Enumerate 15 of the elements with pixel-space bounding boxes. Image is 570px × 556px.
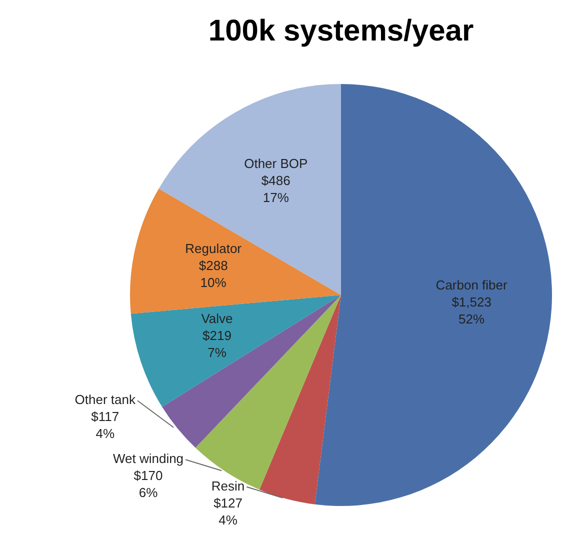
data-label: $219 7% (202, 328, 232, 360)
data-label: $486 17% (261, 173, 290, 206)
slice-label: Wet winding (112, 451, 184, 466)
data-label: $288 10% (198, 258, 228, 290)
data-label: $117 4% (91, 409, 120, 442)
data-label: $127 4% (214, 495, 242, 528)
slice-label: Carbon fiber (436, 278, 508, 293)
chart-title: 100k systems/year (208, 14, 474, 48)
data-label: $170 6% (134, 468, 163, 500)
slice-label: Other tank (74, 392, 136, 408)
slice-label: Regulator (185, 241, 242, 256)
slice-label: Valve (201, 311, 233, 326)
data-label: $1,523 52% (452, 294, 492, 327)
slice-label: Other BOP (244, 156, 308, 172)
slice-label: Resin (211, 478, 245, 494)
